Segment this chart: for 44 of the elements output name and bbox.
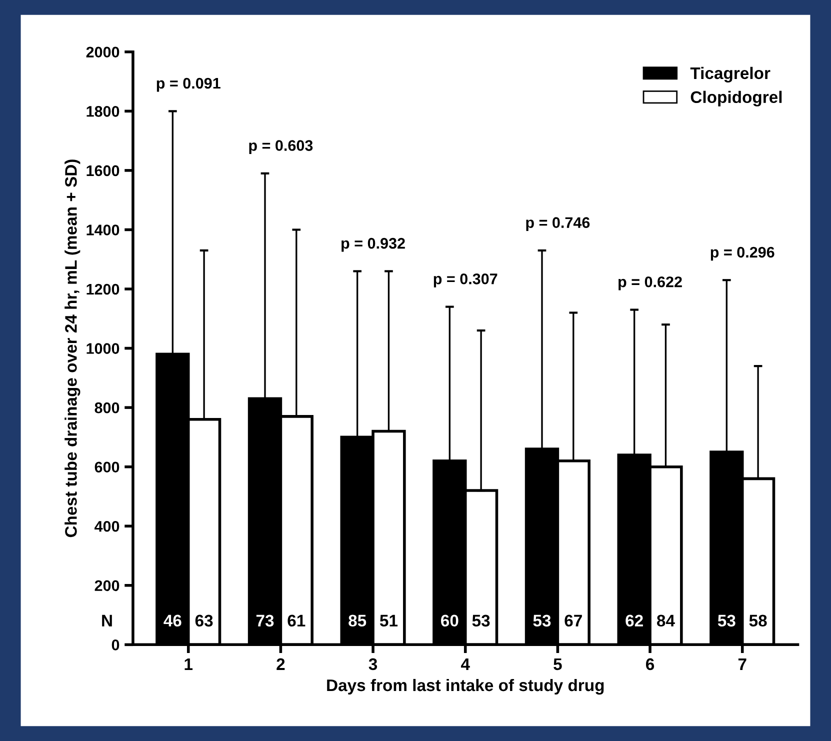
y-tick-label: 0 — [112, 640, 120, 650]
y-axis-title: Chest tube drainage over 24 hr, mL (mean + SD) — [64, 160, 80, 538]
x-tick-label: 1 — [184, 658, 193, 670]
annotation: 73 — [256, 614, 274, 627]
y-tick-label: 600 — [94, 462, 120, 473]
annotation: 53 — [533, 614, 551, 627]
annotation: 67 — [564, 614, 582, 627]
annotation: 51 — [380, 614, 398, 627]
annotation: p = 0.746 — [526, 217, 590, 232]
legend-label: Ticagrelor — [690, 66, 770, 82]
legend-label: Clopidogrel — [690, 90, 782, 106]
x-tick-label: 3 — [368, 658, 378, 670]
x-tick-label: 4 — [460, 658, 470, 670]
y-tick-label: 2000 — [86, 46, 120, 58]
x-tick-label: 2 — [276, 658, 285, 670]
annotation: 84 — [656, 614, 675, 627]
annotation: p = 0.091 — [156, 78, 220, 92]
annotation: 85 — [348, 614, 366, 627]
y-tick-label: 1200 — [86, 284, 120, 295]
annotation: 53 — [718, 614, 736, 627]
annotation: 62 — [626, 614, 643, 627]
annotation: 46 — [164, 614, 182, 627]
x-tick-label: 6 — [646, 658, 654, 670]
x-tick-label: 7 — [738, 658, 746, 670]
annotation: 60 — [441, 614, 458, 627]
annotation: 63 — [195, 614, 213, 627]
x-axis-title: Days from last intake of study drug — [327, 678, 604, 695]
annotation: p = 0.622 — [618, 276, 682, 290]
y-tick-label: 400 — [94, 520, 120, 532]
text: N — [102, 614, 112, 626]
y-tick-label: 200 — [94, 580, 120, 592]
annotation: 61 — [288, 614, 306, 627]
annotation: p = 0.603 — [249, 140, 313, 154]
x-tick-label: 5 — [554, 658, 562, 670]
y-tick-label: 1600 — [86, 165, 120, 176]
y-tick-label: 1400 — [86, 224, 120, 236]
annotation: p = 0.307 — [434, 273, 498, 288]
annotation: p = 0.296 — [710, 246, 774, 261]
y-tick-label: 800 — [94, 402, 120, 414]
annotation: 58 — [749, 614, 767, 627]
y-tick-label: 1000 — [86, 343, 120, 354]
annotation: p = 0.932 — [342, 238, 405, 252]
y-tick-label: 1800 — [86, 106, 120, 117]
annotation: 53 — [472, 614, 490, 627]
